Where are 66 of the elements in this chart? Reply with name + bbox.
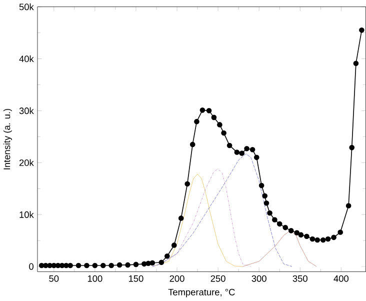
x-axis-title: Temperature, °C bbox=[168, 289, 235, 298]
point bbox=[244, 146, 250, 152]
point bbox=[92, 263, 98, 268]
y-tick-label: 50k bbox=[19, 4, 34, 10]
point bbox=[190, 142, 196, 148]
x-tick-label: 400 bbox=[334, 276, 348, 282]
y-tick-label: 10k bbox=[20, 211, 34, 218]
y-tick-label: 30k bbox=[19, 107, 34, 114]
point bbox=[150, 260, 156, 266]
x-tick-label: 200 bbox=[170, 276, 184, 282]
y-tick-label: 40k bbox=[19, 56, 34, 62]
point bbox=[359, 28, 364, 34]
point bbox=[108, 263, 114, 268]
point bbox=[349, 145, 355, 150]
x-tick-label: 150 bbox=[128, 276, 144, 282]
point bbox=[116, 262, 122, 268]
y-tick-label: 0 bbox=[29, 263, 34, 270]
point bbox=[298, 232, 304, 238]
x-tick-label: 50 bbox=[49, 276, 59, 282]
point bbox=[211, 114, 217, 120]
point bbox=[68, 263, 73, 268]
point bbox=[146, 260, 151, 266]
point bbox=[178, 216, 184, 222]
point bbox=[76, 263, 82, 268]
point bbox=[304, 234, 310, 240]
x-tick-label: 300 bbox=[252, 276, 266, 282]
point bbox=[184, 181, 190, 187]
point bbox=[346, 203, 352, 209]
point bbox=[267, 210, 272, 216]
point bbox=[258, 183, 264, 188]
point bbox=[164, 254, 170, 259]
point bbox=[282, 225, 288, 230]
point bbox=[320, 238, 326, 243]
point bbox=[338, 230, 344, 236]
point bbox=[200, 108, 206, 114]
point bbox=[314, 238, 320, 243]
point bbox=[310, 236, 316, 242]
point bbox=[254, 154, 260, 160]
point bbox=[331, 234, 336, 240]
point bbox=[250, 147, 256, 152]
point bbox=[158, 260, 164, 266]
point bbox=[125, 262, 130, 268]
x-tick-label: 350 bbox=[292, 276, 308, 282]
point bbox=[133, 262, 139, 268]
point bbox=[100, 263, 106, 268]
point bbox=[276, 221, 282, 227]
point bbox=[325, 236, 331, 242]
x-tick-label: 250 bbox=[210, 276, 226, 282]
point bbox=[217, 122, 222, 128]
point bbox=[226, 143, 232, 148]
point bbox=[353, 60, 359, 66]
point bbox=[262, 193, 268, 199]
point bbox=[221, 130, 226, 136]
point bbox=[264, 200, 270, 206]
point bbox=[234, 150, 240, 156]
point bbox=[272, 217, 278, 223]
x-tick-label: 100 bbox=[88, 276, 102, 282]
point bbox=[206, 108, 212, 114]
point bbox=[194, 119, 200, 124]
point bbox=[171, 242, 177, 248]
point bbox=[239, 150, 245, 156]
y-axis-title: Intensity (a. u.) bbox=[3, 109, 12, 170]
point bbox=[294, 230, 300, 236]
point bbox=[84, 263, 90, 268]
point bbox=[288, 228, 294, 234]
y-tick-label: 20k bbox=[19, 159, 34, 166]
